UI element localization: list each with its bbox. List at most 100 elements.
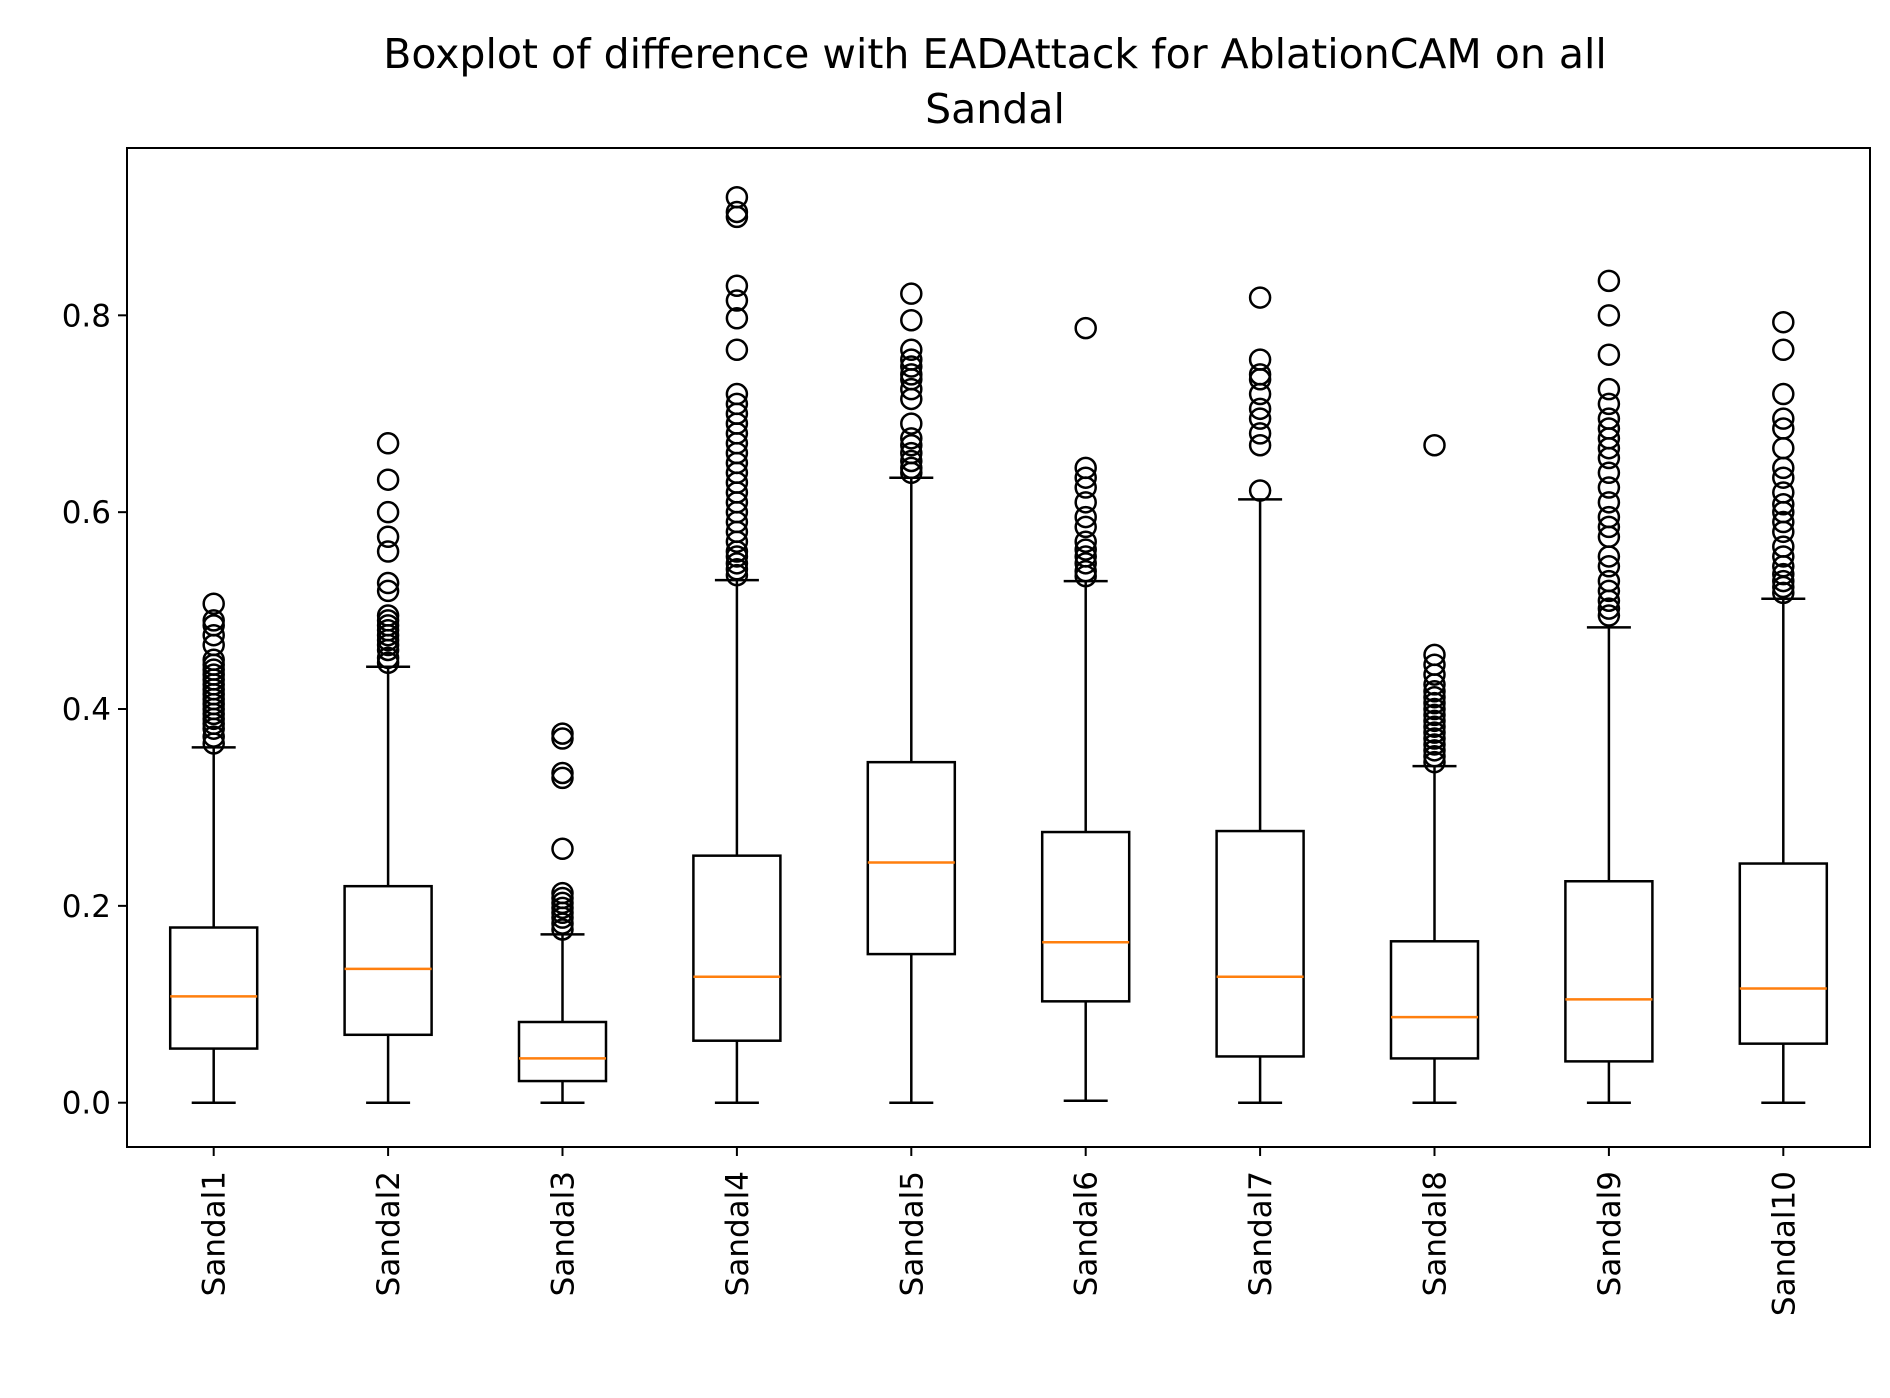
outlier-point bbox=[1597, 597, 1621, 620]
y-tick-label: 0.6 bbox=[62, 495, 111, 531]
outlier-point bbox=[725, 392, 749, 416]
outlier-point bbox=[376, 540, 400, 563]
box-body bbox=[866, 760, 957, 956]
outlier-point bbox=[1772, 581, 1795, 605]
outlier-point bbox=[1423, 721, 1446, 744]
outlier-point bbox=[202, 623, 225, 647]
outlier-point bbox=[1423, 653, 1446, 676]
outlier-point bbox=[1074, 559, 1097, 583]
outlier-point bbox=[1772, 510, 1795, 534]
outlier-point bbox=[551, 761, 574, 785]
outlier-point bbox=[1597, 491, 1621, 514]
outlier-point bbox=[1074, 545, 1097, 568]
outlier-point bbox=[900, 338, 923, 362]
outlier-point bbox=[376, 579, 400, 603]
box-body bbox=[1389, 940, 1480, 1060]
outlier-point bbox=[900, 433, 923, 457]
outlier-point bbox=[1597, 392, 1621, 416]
outlier-point bbox=[1772, 466, 1795, 489]
outlier-point bbox=[900, 427, 923, 450]
outlier-point bbox=[376, 525, 400, 549]
outlier-point bbox=[1597, 304, 1621, 327]
outlier-point bbox=[1248, 407, 1272, 430]
outlier-point bbox=[1423, 697, 1446, 721]
outlier-point bbox=[1074, 515, 1097, 539]
outlier-point bbox=[900, 355, 923, 378]
outlier-point bbox=[376, 500, 400, 524]
chart-title: Boxplot of difference with EADAttack for… bbox=[383, 30, 1607, 78]
outlier-point bbox=[551, 881, 574, 905]
outlier-point bbox=[1248, 348, 1272, 371]
outlier-point bbox=[1772, 417, 1795, 440]
outlier-point bbox=[1772, 493, 1795, 516]
outlier-point bbox=[1248, 422, 1272, 445]
y-tick-label: 0.8 bbox=[62, 298, 111, 334]
outlier-point bbox=[376, 646, 400, 670]
y-tick-label: 0.2 bbox=[62, 889, 111, 925]
outlier-point bbox=[725, 185, 749, 209]
x-tick-label: Sandal3 bbox=[546, 1171, 582, 1296]
outlier-point bbox=[1772, 562, 1795, 586]
outlier-point bbox=[1772, 310, 1795, 334]
outlier-point bbox=[1772, 569, 1795, 593]
outlier-point bbox=[1597, 417, 1621, 440]
outlier-point bbox=[1423, 750, 1446, 774]
outlier-point bbox=[1248, 397, 1272, 421]
outlier-point bbox=[900, 412, 923, 435]
outlier-point bbox=[900, 363, 923, 386]
outlier-point bbox=[725, 382, 749, 406]
axes-frame bbox=[126, 147, 1871, 1148]
outlier-point bbox=[1423, 685, 1446, 709]
box-body bbox=[343, 884, 433, 1037]
x-tick-label: Sandal6 bbox=[1069, 1171, 1105, 1296]
outlier-point bbox=[1423, 745, 1446, 768]
outlier-point bbox=[1074, 538, 1097, 561]
outlier-point bbox=[376, 571, 400, 595]
box-body bbox=[168, 926, 259, 1050]
outlier-point bbox=[1597, 515, 1621, 539]
outlier-point bbox=[202, 592, 225, 615]
outlier-point bbox=[725, 274, 749, 298]
outlier-point bbox=[1423, 727, 1446, 750]
outlier-point bbox=[900, 456, 923, 480]
outlier-point bbox=[900, 282, 923, 305]
outlier-point bbox=[900, 348, 923, 371]
outlier-point bbox=[551, 766, 574, 790]
outlier-point bbox=[1423, 739, 1446, 762]
outlier-point bbox=[1597, 604, 1621, 627]
box-body bbox=[692, 854, 782, 1042]
x-tick-label: Sandal1 bbox=[197, 1171, 233, 1296]
outlier-point bbox=[725, 307, 749, 330]
x-tick-label: Sandal9 bbox=[1592, 1171, 1628, 1296]
y-tick-label: 0.4 bbox=[62, 692, 111, 728]
outlier-point bbox=[1423, 703, 1446, 727]
outlier-point bbox=[725, 558, 749, 581]
outlier-point bbox=[1248, 433, 1272, 457]
outlier-point bbox=[1772, 407, 1795, 430]
outlier-point bbox=[376, 604, 400, 627]
outlier-point bbox=[1597, 269, 1621, 293]
box-body bbox=[1040, 830, 1131, 1003]
outlier-point bbox=[1248, 363, 1272, 386]
outlier-point bbox=[1074, 316, 1097, 340]
x-tick-label: Sandal10 bbox=[1766, 1171, 1802, 1316]
outlier-point bbox=[1074, 552, 1097, 575]
outlier-point bbox=[376, 468, 400, 491]
plot-area: 0.0 0.2 0.4 0.6 0.8 Sandal1 Sandal2 Sandal3 Sand… bbox=[62, 147, 1871, 1316]
box-body bbox=[517, 1020, 608, 1083]
outlier-point bbox=[1597, 476, 1621, 499]
x-tick-label: Sandal5 bbox=[894, 1171, 930, 1296]
outlier-point bbox=[1074, 456, 1097, 480]
outlier-point bbox=[1597, 407, 1621, 430]
outlier-point bbox=[900, 377, 923, 401]
outlier-point bbox=[725, 289, 749, 312]
outlier-point bbox=[202, 609, 225, 632]
outlier-point bbox=[1074, 466, 1097, 489]
outlier-point bbox=[202, 648, 225, 672]
outlier-point bbox=[1597, 505, 1621, 529]
outlier-point bbox=[376, 432, 400, 455]
outlier-point bbox=[1597, 343, 1621, 366]
outlier-point bbox=[725, 200, 749, 224]
box-body bbox=[1215, 829, 1305, 1058]
